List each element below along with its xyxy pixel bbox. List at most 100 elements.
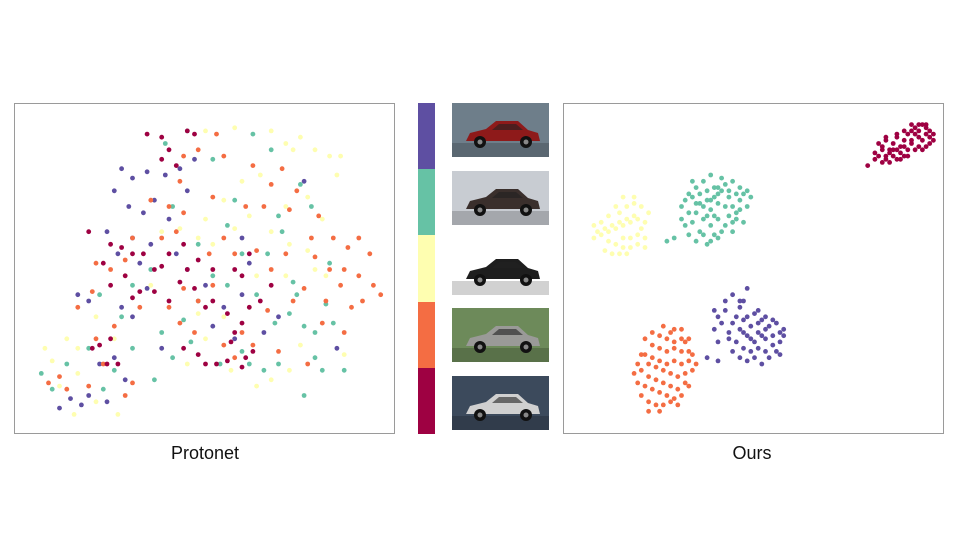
scatter-point-class-5 [177, 279, 183, 285]
scatter-point-class-4 [748, 336, 754, 342]
scatter-point-class-4 [711, 326, 717, 332]
scatter-point-class-5 [653, 377, 659, 383]
scatter-point-class-4 [232, 355, 238, 361]
scatter-point-class-5 [195, 257, 201, 263]
scatter-point-class-4 [748, 323, 754, 329]
scatter-point-class-2 [290, 279, 296, 285]
scatter-point-class-5 [184, 267, 190, 272]
scatter-point-class-1 [184, 188, 190, 194]
scatter-point-class-2 [130, 282, 135, 288]
scatter-point-class-5 [664, 349, 670, 354]
scatter-point-class-5 [646, 399, 651, 405]
scatter-point-class-2 [64, 361, 70, 367]
scatter-point-class-2 [693, 238, 699, 244]
scatter-point-class-3 [631, 201, 637, 206]
class-thumbnail-3 [452, 241, 549, 295]
scatter-point-class-4 [330, 235, 336, 241]
scatter-point-class-4 [181, 210, 187, 216]
scatter-point-class-4 [763, 349, 768, 354]
scatter-point-class-3 [635, 241, 641, 247]
scatter-point-class-5 [243, 355, 249, 361]
scatter-point-class-4 [108, 267, 113, 272]
scatter-point-class-3 [638, 226, 644, 231]
scatter-point-class-3 [221, 197, 227, 203]
scatter-point-class-2 [246, 361, 252, 367]
scatter-point-class-2 [686, 232, 692, 238]
scatter-point-class-3 [93, 314, 99, 320]
scatter-point-class-2 [250, 131, 256, 137]
scatter-point-class-4 [349, 304, 354, 310]
scatter-point-class-5 [668, 399, 673, 405]
scatter-point-class-2 [722, 223, 728, 228]
class-thumbnail-4 [452, 308, 549, 362]
scatter-point-class-5 [225, 358, 230, 364]
scatter-point-class-1 [137, 260, 143, 266]
scatter-point-class-5 [657, 408, 662, 414]
scatter-point-class-1 [909, 137, 914, 143]
scatter-point-class-1 [239, 235, 245, 241]
scatter-point-class-1 [901, 128, 907, 134]
scatter-point-class-1 [905, 153, 911, 159]
scatter-point-class-1 [923, 131, 929, 137]
scatter-point-class-5 [232, 267, 238, 272]
scatter-point-class-4 [301, 286, 307, 291]
scatter-point-class-2 [733, 216, 739, 222]
scatter-point-class-5 [653, 402, 659, 408]
scatter-point-class-4 [730, 320, 735, 326]
scatter-point-class-3 [631, 213, 637, 219]
scatter-point-class-4 [210, 282, 216, 288]
scatter-point-class-4 [268, 182, 274, 187]
scatter-point-class-2 [715, 201, 721, 206]
scatter-point-class-2 [715, 235, 721, 241]
scatter-point-class-3 [195, 311, 201, 316]
scatter-point-class-3 [620, 245, 626, 250]
scatter-point-class-4 [93, 336, 99, 342]
scatter-point-class-2 [679, 204, 684, 209]
scatter-point-class-3 [246, 213, 252, 219]
scatter-point-class-2 [715, 216, 721, 222]
black-sedan-photo [452, 241, 549, 295]
scatter-point-class-5 [679, 393, 684, 398]
scatter-point-class-3 [305, 248, 311, 254]
scatter-point-class-4 [726, 330, 732, 335]
scatter-point-class-2 [697, 201, 703, 206]
scatter-point-class-3 [327, 153, 332, 159]
scatter-point-class-4 [214, 131, 219, 137]
scatter-point-class-1 [192, 156, 197, 162]
scatter-point-class-2 [301, 323, 307, 329]
scatter-point-class-3 [617, 219, 622, 225]
scatter-point-class-3 [642, 235, 648, 241]
scatter-point-class-3 [232, 226, 238, 231]
scatter-point-class-1 [916, 122, 922, 127]
scatter-point-class-4 [777, 352, 783, 357]
scatter-point-class-4 [279, 166, 285, 172]
scatter-point-class-3 [257, 172, 263, 178]
scatter-point-class-5 [181, 345, 187, 351]
scatter-point-class-3 [613, 241, 619, 247]
scatter-point-class-5 [100, 260, 106, 266]
scatter-point-class-4 [341, 330, 347, 335]
scatter-point-class-2 [708, 207, 714, 213]
scatter-point-class-5 [108, 336, 113, 342]
scatter-point-class-3 [177, 226, 183, 231]
scatter-point-class-4 [232, 251, 238, 257]
scatter-point-class-2 [170, 355, 176, 361]
scatter-point-class-1 [872, 150, 878, 156]
scatter-point-class-1 [68, 396, 73, 401]
class-thumbnail-1 [452, 103, 549, 157]
scatter-point-class-5 [250, 349, 256, 354]
scatter-point-class-4 [195, 298, 201, 304]
scatter-point-class-5 [657, 358, 662, 364]
scatter-point-class-2 [239, 251, 245, 257]
scatter-point-class-4 [309, 235, 314, 241]
scatter-point-class-2 [733, 210, 739, 216]
scatter-point-class-1 [122, 377, 128, 383]
scatter-point-class-1 [144, 286, 150, 291]
scatter-point-class-4 [210, 194, 216, 200]
scatter-point-class-5 [159, 263, 165, 269]
scatter-point-class-3 [631, 194, 637, 200]
scatter-point-class-2 [701, 216, 706, 222]
scatter-point-class-5 [246, 251, 252, 257]
scatter-point-class-1 [75, 292, 81, 298]
scatter-point-class-5 [642, 336, 648, 342]
